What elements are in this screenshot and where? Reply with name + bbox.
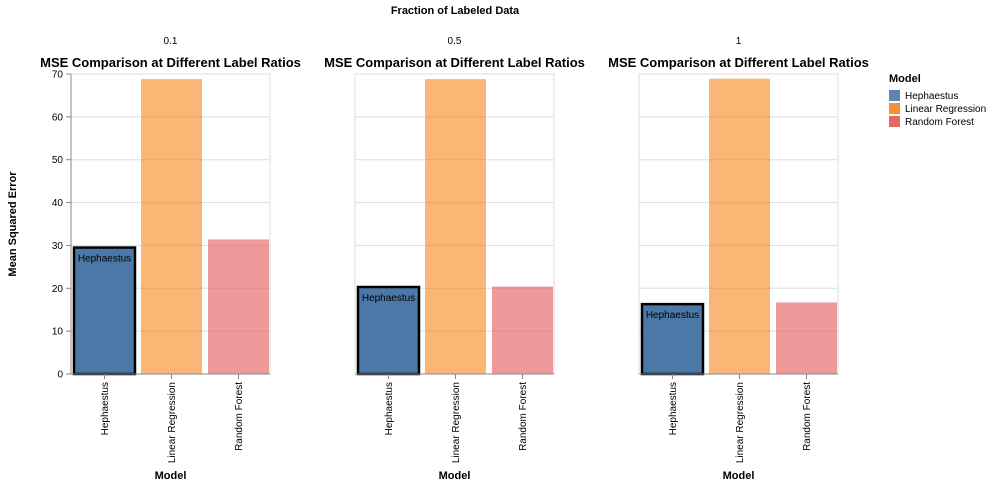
- legend-swatch: [889, 90, 900, 101]
- x-tick-label: Random Forest: [802, 382, 813, 451]
- bar-data-label: Hephaestus: [362, 293, 415, 304]
- bar-data-label: Hephaestus: [78, 254, 131, 265]
- x-tick-label: Linear Regression: [451, 382, 462, 463]
- x-tick-label: Hephaestus: [100, 382, 111, 435]
- legend-swatch: [889, 116, 900, 127]
- y-tick-label: 30: [52, 241, 64, 252]
- legend-label: Linear Regression: [905, 104, 986, 115]
- bar: [492, 286, 553, 374]
- bar: [425, 79, 486, 375]
- facet-label: 1: [736, 36, 742, 47]
- legend: Model Hephaestus Linear Regression Random …: [889, 73, 986, 128]
- facets: 0.1 MSE Comparison at Different Label Rat…: [40, 36, 869, 482]
- bar: [709, 78, 770, 374]
- legend-title: Model: [889, 73, 921, 85]
- x-tick-label: Hephaestus: [384, 382, 395, 435]
- facet-panel: 0.5 MSE Comparison at Different Label Rat…: [324, 36, 585, 482]
- x-tick-label: Linear Regression: [167, 382, 178, 463]
- y-tick-label: 60: [52, 112, 64, 123]
- y-tick-label: 20: [52, 284, 64, 295]
- x-tick-label: Hephaestus: [668, 382, 679, 435]
- bar-data-label: Hephaestus: [646, 310, 699, 321]
- bar: [141, 79, 202, 375]
- x-tick-label: Random Forest: [518, 382, 529, 451]
- y-axis-title: Mean Squared Error: [7, 171, 19, 277]
- bar: [208, 239, 269, 374]
- x-axis-title: Model: [439, 470, 471, 482]
- y-tick-label: 0: [57, 370, 63, 381]
- facet-label: 0.1: [164, 36, 178, 47]
- y-tick-label: 70: [52, 70, 64, 81]
- bar: [72, 246, 137, 376]
- y-tick-label: 10: [52, 327, 64, 338]
- facet-panel: 1 MSE Comparison at Different Label Ratio…: [608, 36, 869, 482]
- x-tick-label: Linear Regression: [735, 382, 746, 463]
- x-axis-title: Model: [155, 470, 187, 482]
- column-header-title: Fraction of Labeled Data: [391, 5, 520, 17]
- legend-swatch: [889, 103, 900, 114]
- legend-label: Random Forest: [905, 117, 974, 128]
- bar: [356, 285, 421, 376]
- facet-panel: 0.1 MSE Comparison at Different Label Rat…: [40, 36, 301, 482]
- legend-label: Hephaestus: [905, 91, 958, 102]
- facet-title: MSE Comparison at Different Label Ratios: [608, 55, 869, 70]
- x-tick-label: Random Forest: [234, 382, 245, 451]
- bar: [776, 302, 837, 374]
- y-tick-label: 40: [52, 198, 64, 209]
- facet-title: MSE Comparison at Different Label Ratios: [40, 55, 301, 70]
- y-tick-label: 50: [52, 155, 64, 166]
- x-axis-title: Model: [723, 470, 755, 482]
- facet-title: MSE Comparison at Different Label Ratios: [324, 55, 585, 70]
- facet-label: 0.5: [448, 36, 462, 47]
